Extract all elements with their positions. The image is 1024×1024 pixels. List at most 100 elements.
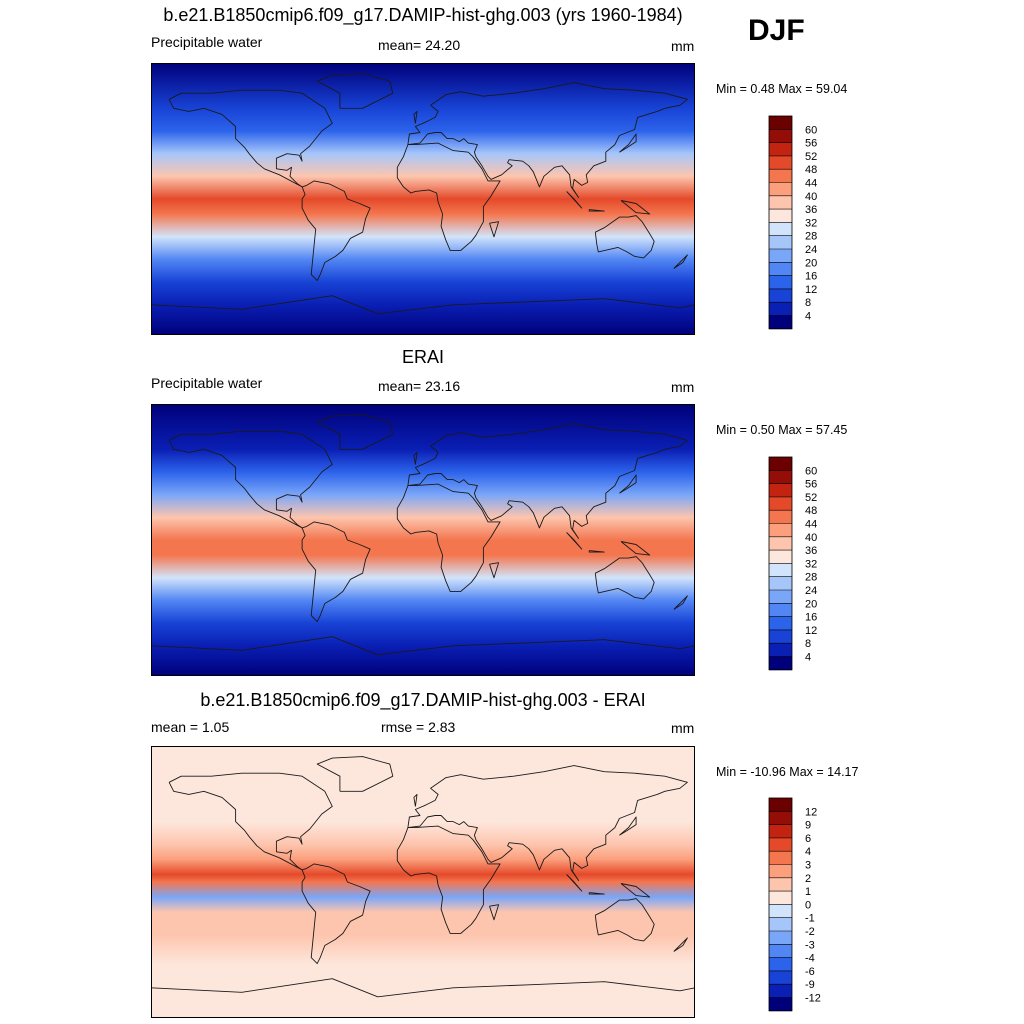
panel-mid-units: mm (671, 379, 695, 395)
panel-bot-rmse: rmse = 2.83 (381, 719, 456, 735)
coastline-4 (594, 556, 655, 600)
coastline-0 (168, 89, 333, 188)
colorbar-box-9 (769, 195, 792, 210)
colorbar-box-10 (769, 864, 792, 879)
colorbar-label-0: 4 (805, 652, 811, 664)
coastline-5 (316, 756, 394, 792)
colorbar-box-3 (769, 616, 792, 631)
colorbar-label-10: 44 (805, 519, 817, 531)
coastline-10 (619, 816, 637, 836)
coastline-13 (673, 937, 688, 952)
panel-bot-mean: mean = 1.05 (151, 719, 230, 735)
colorbar-box-0 (769, 656, 792, 671)
colorbar-box-12 (769, 496, 792, 511)
colorbar-label-2: 12 (805, 625, 817, 637)
colorbar-box-9 (769, 877, 792, 892)
coastline-1 (301, 180, 371, 282)
panel-top-title: b.e21.B1850cmip6.f09_g17.DAMIP-hist-ghg.… (163, 5, 683, 25)
map-frame (151, 404, 695, 676)
zonal-field (151, 63, 695, 335)
colorbar-box-12 (769, 155, 792, 170)
colorbar-label-7: 32 (805, 217, 817, 229)
season-label: DJF (748, 14, 805, 47)
colorbar-label-9: 40 (805, 191, 817, 203)
colorbar-label-5: 24 (805, 585, 817, 597)
colorbar-label-12: 52 (805, 492, 817, 504)
colorbar-label-4: 20 (805, 598, 817, 610)
colorbar-label-1: 8 (805, 638, 811, 650)
coastlines (151, 73, 695, 315)
colorbar-box-7 (769, 563, 792, 578)
panel-mid-title: ERAI (401, 347, 444, 367)
colorbar-label-14: 60 (805, 124, 817, 136)
zonal-field (151, 746, 695, 1018)
colorbar-label-3: 16 (805, 612, 817, 624)
colorbar-frame (768, 456, 793, 671)
colorbar-box-4 (769, 944, 792, 958)
colorbar-box-12 (769, 837, 792, 852)
coastline-5 (316, 414, 394, 450)
zonal-field (151, 404, 695, 676)
colorbar-box-6 (769, 917, 792, 932)
colorbar-box-15 (769, 116, 792, 130)
colorbar-box-5 (769, 931, 792, 945)
colorbar-label-6: 28 (805, 231, 817, 243)
colorbar-box-14 (769, 129, 792, 143)
colorbar-label-2: -6 (805, 966, 815, 978)
colorbar-label-0: -12 (805, 993, 821, 1005)
coastline-6 (151, 636, 695, 656)
colorbar-box-8 (769, 209, 792, 223)
colorbar-box-15 (769, 457, 792, 471)
panel-bot-units: mm (671, 720, 695, 736)
coastline-8 (588, 892, 605, 895)
colorbar-label-10: 44 (805, 178, 817, 190)
coastline-3 (407, 423, 688, 539)
colorbar-box-8 (769, 550, 792, 564)
coastline-5 (316, 73, 394, 109)
map-panel-bot (151, 746, 695, 1018)
coastline-12 (489, 562, 500, 579)
map-top-svg (151, 63, 695, 335)
panel-top-units: mm (671, 38, 695, 54)
colorbar-label-14: 60 (805, 465, 817, 477)
map-bot-svg (151, 746, 695, 1018)
colorbar-label-7: 32 (805, 558, 817, 570)
colorbar-box-1 (769, 984, 792, 998)
panel-bot-title: b.e21.B1850cmip6.f09_g17.DAMIP-hist-ghg.… (200, 690, 646, 710)
coastline-11 (413, 451, 418, 465)
colorbar-box-7 (769, 904, 792, 919)
coastline-2 (396, 142, 501, 251)
coastline-1 (301, 521, 371, 623)
colorbar-box-5 (769, 590, 792, 604)
colorbar-label-13: 56 (805, 138, 817, 150)
colorbar-label-8: 36 (805, 545, 817, 557)
panel-top-mean: mean= 24.20 (378, 37, 461, 53)
colorbar-box-14 (769, 811, 792, 825)
colorbar-box-10 (769, 182, 792, 197)
coastline-9 (620, 541, 651, 556)
colorbar-label-12: 6 (805, 833, 811, 845)
coastline-12 (489, 221, 500, 238)
coastline-4 (594, 215, 655, 259)
colorbar-label-11: 48 (805, 505, 817, 517)
map-mid-svg (151, 404, 695, 676)
coastline-13 (673, 254, 688, 269)
colorbar-box-3 (769, 275, 792, 290)
colorbar-label-4: 20 (805, 257, 817, 269)
colorbar-box-10 (769, 523, 792, 538)
colorbar-box-8 (769, 891, 792, 905)
coastline-2 (396, 483, 501, 592)
coastline-7 (566, 874, 583, 892)
colorbar-box-11 (769, 169, 792, 183)
coastline-0 (168, 430, 333, 529)
colorbar-box-2 (769, 288, 792, 303)
colorbar-label-11: 48 (805, 164, 817, 176)
colorbar-label-10: 3 (805, 860, 811, 872)
map-frame (151, 746, 695, 1018)
colorbar-label-1: -9 (805, 979, 815, 991)
panel-bot-minmax: Min = -10.96 Max = 14.17 (716, 765, 859, 779)
colorbar-box-4 (769, 262, 792, 276)
colorbar-label-12: 52 (805, 151, 817, 163)
